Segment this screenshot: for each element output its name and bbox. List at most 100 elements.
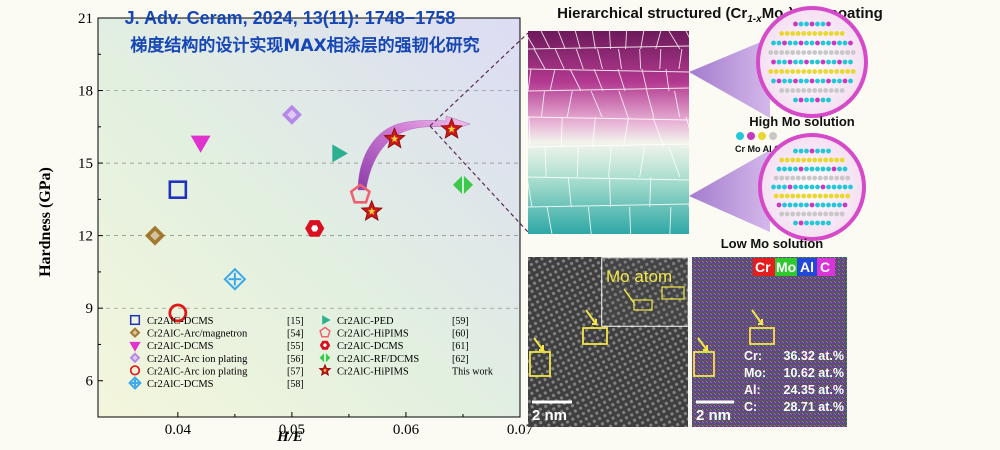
legend-marker-1: [129, 327, 141, 338]
atom-legend: Cr Mo Al C: [735, 132, 781, 154]
composition-value: 24.35 at.%: [784, 383, 844, 397]
grid-lines: [98, 90, 520, 309]
x-tick-label: 0.04: [165, 422, 192, 438]
legend-marker-7: [319, 326, 331, 338]
chart-header-cn: 梯度结构的设计实现MAX相涂层的强韧化研究: [130, 35, 479, 56]
legend-entry: Cr2AlC-Arc ion plating [57]: [129, 365, 304, 377]
mo-atom-label: Mo atom: [606, 267, 672, 286]
legend-entry: Cr2AlC-DCMS [58]: [128, 376, 304, 390]
hardness-scatter-chart: 6 9 12 15 18 21 0.04 0.05 0.06 0.07 Hardness (GP…: [37, 8, 534, 445]
legend-ref: [59]: [452, 316, 469, 327]
chart-legend: Cr2AlC-DCMS [15]Cr2AlC-Arc/magnetron [54]C…: [128, 314, 493, 390]
legend-ref: [62]: [452, 354, 469, 365]
data-markers: [145, 104, 473, 323]
y-tick-label: 12: [78, 229, 93, 245]
legend-entry: Cr2AlC-DCMS [55]: [129, 341, 304, 352]
coating-block: [528, 31, 689, 234]
x-tick-label: 0.06: [393, 422, 420, 438]
low-mo-crystal: [758, 133, 866, 241]
atom-dot-c: [769, 132, 777, 140]
legend-marker-0: [129, 314, 141, 326]
composition-element: Mo:: [744, 366, 766, 380]
y-axis-label: Hardness (GPa): [37, 167, 54, 277]
atom-legend-text: Cr Mo Al C: [735, 144, 781, 154]
atom-dot-al: [758, 132, 766, 140]
legend-marker-9: [319, 352, 331, 364]
data-point-7: [349, 183, 372, 204]
legend-label: Cr2AlC-RF/DCMS: [337, 354, 419, 365]
legend-label: Cr2AlC-Arc ion plating: [147, 366, 248, 377]
plot-area: [97, 17, 521, 418]
legend-label: Cr2AlC-DCMS: [337, 341, 404, 352]
composition-value: 10.62 at.%: [784, 366, 844, 380]
legend-label: Cr2AlC-Arc/magnetron: [147, 329, 248, 340]
legend-ref: [55]: [287, 341, 304, 352]
legend-label: Cr2AlC-DCMS: [147, 379, 214, 390]
cone-low: [689, 150, 770, 232]
legend-entry: Cr2AlC-PED [59]: [322, 315, 469, 327]
legend-label: Cr2AlC-PED: [337, 316, 394, 327]
legend-label: Cr2AlC-HiPIMS: [337, 366, 409, 377]
coating-grains: [528, 31, 689, 234]
legend-ref: [60]: [452, 329, 469, 340]
legend-label: Cr2AlC-DCMS: [147, 316, 214, 327]
data-point-5: [223, 267, 247, 291]
eds-label-mo: Mo: [776, 259, 796, 275]
data-point-2: [190, 135, 211, 153]
composition-element: Al:: [744, 383, 761, 397]
legend-label: Cr2AlC-HiPIMS: [337, 329, 409, 340]
legend-entry: Cr2AlC-Arc ion plating [56]: [129, 352, 304, 365]
legend-marker-6: [322, 315, 331, 325]
composition-element: C:: [744, 400, 757, 414]
data-point-8: [305, 220, 325, 237]
y-tick-label: 9: [86, 301, 94, 317]
data-point-10-1: [383, 127, 406, 149]
legend-label: Cr2AlC-Arc ion plating: [147, 354, 248, 365]
eds-element-labels: Cr Mo Al C: [753, 258, 835, 276]
data-point-6: [332, 144, 348, 163]
legend-marker-3: [129, 352, 141, 364]
legend-ref: [54]: [287, 329, 304, 340]
x-axis-label: H/E: [276, 429, 303, 445]
legend-marker-10: [318, 363, 332, 376]
data-point-3: [281, 104, 302, 125]
legend-entry: Cr2AlC-DCMS [15]: [129, 314, 304, 327]
legend-ref: [57]: [287, 366, 304, 377]
legend-marker-2: [129, 341, 141, 352]
y-tick-label: 21: [78, 11, 93, 27]
composition-value: 36.32 at.%: [784, 349, 844, 363]
low-mo-label: Low Mo solution: [721, 236, 824, 251]
trend-arrow: [357, 115, 471, 191]
legend-entry: Cr2AlC-HiPIMS This work: [318, 363, 493, 377]
composition-value: 28.71 at.%: [784, 400, 844, 414]
legend-marker-8: [319, 340, 331, 350]
legend-entry: Cr2AlC-DCMS [61]: [319, 340, 469, 352]
cone-high: [689, 38, 770, 118]
atom-dot-cr: [736, 132, 744, 140]
x-tick-labels: 0.04 0.05 0.06 0.07: [165, 422, 534, 438]
eds-label-al: Al: [800, 259, 814, 275]
data-point-1: [145, 225, 165, 246]
atom-dot-mo: [747, 132, 755, 140]
y-tick-labels: 6 9 12 15 18 21: [78, 11, 94, 390]
legend-ref: [15]: [287, 316, 304, 327]
scale-label-left: 2 nm: [532, 407, 567, 424]
legend-ref: This work: [452, 366, 493, 377]
scale-label-right: 2 nm: [696, 407, 731, 424]
axis-ticks: [98, 17, 521, 417]
legend-marker-5: [128, 376, 142, 390]
data-point-0: [168, 180, 188, 199]
eds-label-cr: Cr: [755, 259, 771, 275]
data-point-9: [453, 174, 473, 195]
high-mo-label: High Mo solution: [749, 114, 854, 129]
x-tick-label: 0.07: [507, 422, 534, 438]
composition-element: Cr:: [744, 349, 762, 363]
connector-bottom: [429, 125, 529, 233]
eds-label-c: C: [820, 259, 830, 275]
legend-ref: [56]: [287, 354, 304, 365]
legend-entry: Cr2AlC-HiPIMS [60]: [319, 326, 469, 340]
x-tick-label: 0.05: [279, 422, 305, 438]
legend-ref: [61]: [452, 341, 469, 352]
high-mo-crystal: [756, 6, 868, 118]
